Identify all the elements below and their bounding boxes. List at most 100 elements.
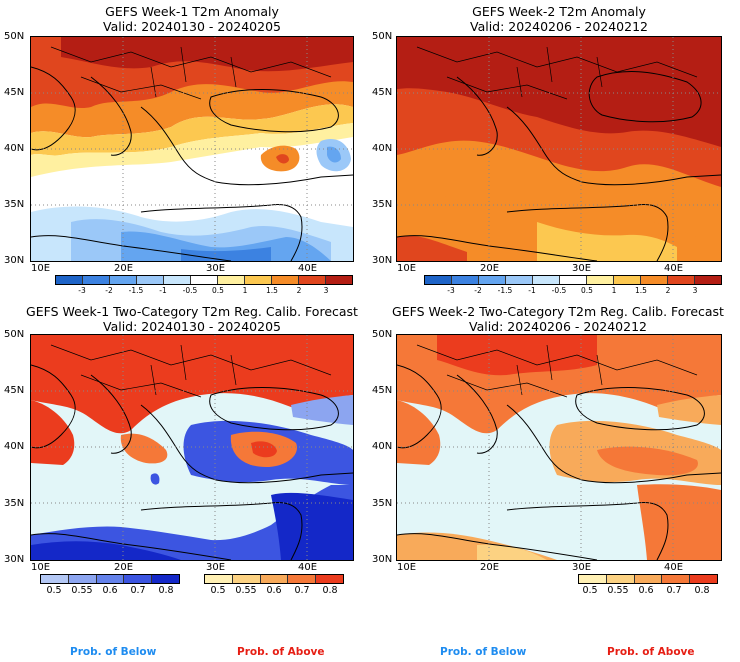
colorbar-tick: -1 <box>528 286 536 295</box>
colorbar-swatch <box>579 575 607 583</box>
prob-of-above-label-left: Prob. of Above <box>237 646 325 658</box>
colorbar-swatch <box>452 276 479 284</box>
map-week1-probability <box>30 334 354 561</box>
map-week1-anomaly <box>30 36 354 262</box>
colorbar-tick: 0.8 <box>322 585 338 596</box>
colorbar-tick: 0.5 <box>581 286 593 295</box>
panel-title-tl: GEFS Week-1 T2m Anomaly Valid: 20240130 … <box>102 4 281 34</box>
colorbar-tick: 0.6 <box>638 585 654 596</box>
colorbar-tick: -1 <box>159 286 167 295</box>
prob-of-below-label-left: Prob. of Below <box>70 646 157 658</box>
lat-label: 50N <box>4 31 25 42</box>
lon-label: 20E <box>114 562 134 573</box>
colorbar-tick: 0.5 <box>582 585 598 596</box>
colorbar-swatch <box>260 575 289 583</box>
lat-label: 30N <box>4 255 25 266</box>
colorbar-swatch <box>614 276 641 284</box>
colorbar-tick: -2 <box>474 286 482 295</box>
map-week2-anomaly-field <box>397 37 721 261</box>
panel-title-br: GEFS Week-2 Two-Category T2m Reg. Calib.… <box>392 304 724 334</box>
colorbar-tick: 0.7 <box>294 585 310 596</box>
colorbar-swatch <box>68 575 97 583</box>
lat-label: 50N <box>372 31 393 42</box>
colorbar-tick: 1.5 <box>266 286 278 295</box>
colorbar-tick: -2 <box>105 286 113 295</box>
colorbar-swatch <box>425 276 452 284</box>
anomaly-colorbar-left <box>55 275 353 285</box>
lon-label: 10E <box>31 263 51 274</box>
colorbar-tick: 0.55 <box>607 585 629 596</box>
colorbar-swatch <box>560 276 587 284</box>
colorbar-swatch <box>326 276 352 284</box>
lon-label: 20E <box>480 562 500 573</box>
colorbar-tick: 0.5 <box>46 585 62 596</box>
lat-label: 40N <box>372 143 393 154</box>
colorbar-tick: -3 <box>447 286 455 295</box>
colorbar-swatch <box>533 276 560 284</box>
colorbar-swatch <box>56 276 83 284</box>
lat-label: 30N <box>372 554 393 565</box>
colorbar-swatch <box>110 276 137 284</box>
prob-of-above-label-right: Prob. of Above <box>607 646 695 658</box>
colorbar-swatch <box>641 276 668 284</box>
lon-label: 30E <box>206 562 226 573</box>
lat-label: 40N <box>372 441 393 452</box>
lat-label: 40N <box>4 143 25 154</box>
colorbar-tick: 1.5 <box>635 286 647 295</box>
colorbar-swatch <box>690 575 717 583</box>
lon-label: 10E <box>397 562 417 573</box>
colorbar-tick: 0.6 <box>266 585 282 596</box>
colorbar-tick: 0.8 <box>158 585 174 596</box>
lon-label: 20E <box>480 263 500 274</box>
lat-label: 35N <box>4 498 25 509</box>
lat-label: 45N <box>4 385 25 396</box>
lon-label: 10E <box>31 562 51 573</box>
colorbar-swatch <box>662 575 691 583</box>
lat-label: 35N <box>372 498 393 509</box>
lat-label: 35N <box>372 199 393 210</box>
colorbar-tick: -3 <box>78 286 86 295</box>
colorbar-swatch <box>316 575 343 583</box>
prob-above-colorbar-left <box>204 574 344 584</box>
colorbar-tick: -1.5 <box>497 286 513 295</box>
colorbar-tick: 0.5 <box>212 286 224 295</box>
lat-label: 45N <box>4 87 25 98</box>
colorbar-swatch <box>41 575 69 583</box>
lat-label: 45N <box>372 87 393 98</box>
lon-label: 30E <box>572 263 592 274</box>
colorbar-swatch <box>299 276 326 284</box>
colorbar-swatch <box>288 575 317 583</box>
lon-label: 40E <box>664 562 684 573</box>
lat-label: 45N <box>372 385 393 396</box>
lon-label: 10E <box>397 263 417 274</box>
colorbar-tick: 3 <box>323 286 329 295</box>
map-week2-probability-field <box>397 335 721 560</box>
map-week1-anomaly-field <box>31 37 353 261</box>
colorbar-swatch <box>191 276 218 284</box>
colorbar-swatch <box>245 276 272 284</box>
map-week2-anomaly <box>396 36 722 262</box>
lon-label: 40E <box>664 263 684 274</box>
colorbar-swatch <box>124 575 153 583</box>
colorbar-swatch <box>606 575 635 583</box>
colorbar-tick: 1 <box>242 286 248 295</box>
lat-label: 50N <box>4 329 25 340</box>
colorbar-swatch <box>272 276 299 284</box>
colorbar-tick: 0.5 <box>210 585 226 596</box>
colorbar-tick: 0.6 <box>102 585 118 596</box>
lat-label: 50N <box>372 329 393 340</box>
colorbar-tick: 3 <box>692 286 698 295</box>
lat-label: 40N <box>4 441 25 452</box>
colorbar-tick: 0.8 <box>694 585 710 596</box>
colorbar-swatch <box>205 575 233 583</box>
colorbar-swatch <box>218 276 245 284</box>
lon-label: 20E <box>114 263 134 274</box>
colorbar-swatch <box>83 276 110 284</box>
colorbar-swatch <box>152 575 179 583</box>
colorbar-swatch <box>479 276 506 284</box>
lat-label: 35N <box>4 199 25 210</box>
lat-label: 30N <box>4 554 25 565</box>
lon-label: 30E <box>572 562 592 573</box>
colorbar-swatch <box>587 276 614 284</box>
lon-label: 30E <box>206 263 226 274</box>
